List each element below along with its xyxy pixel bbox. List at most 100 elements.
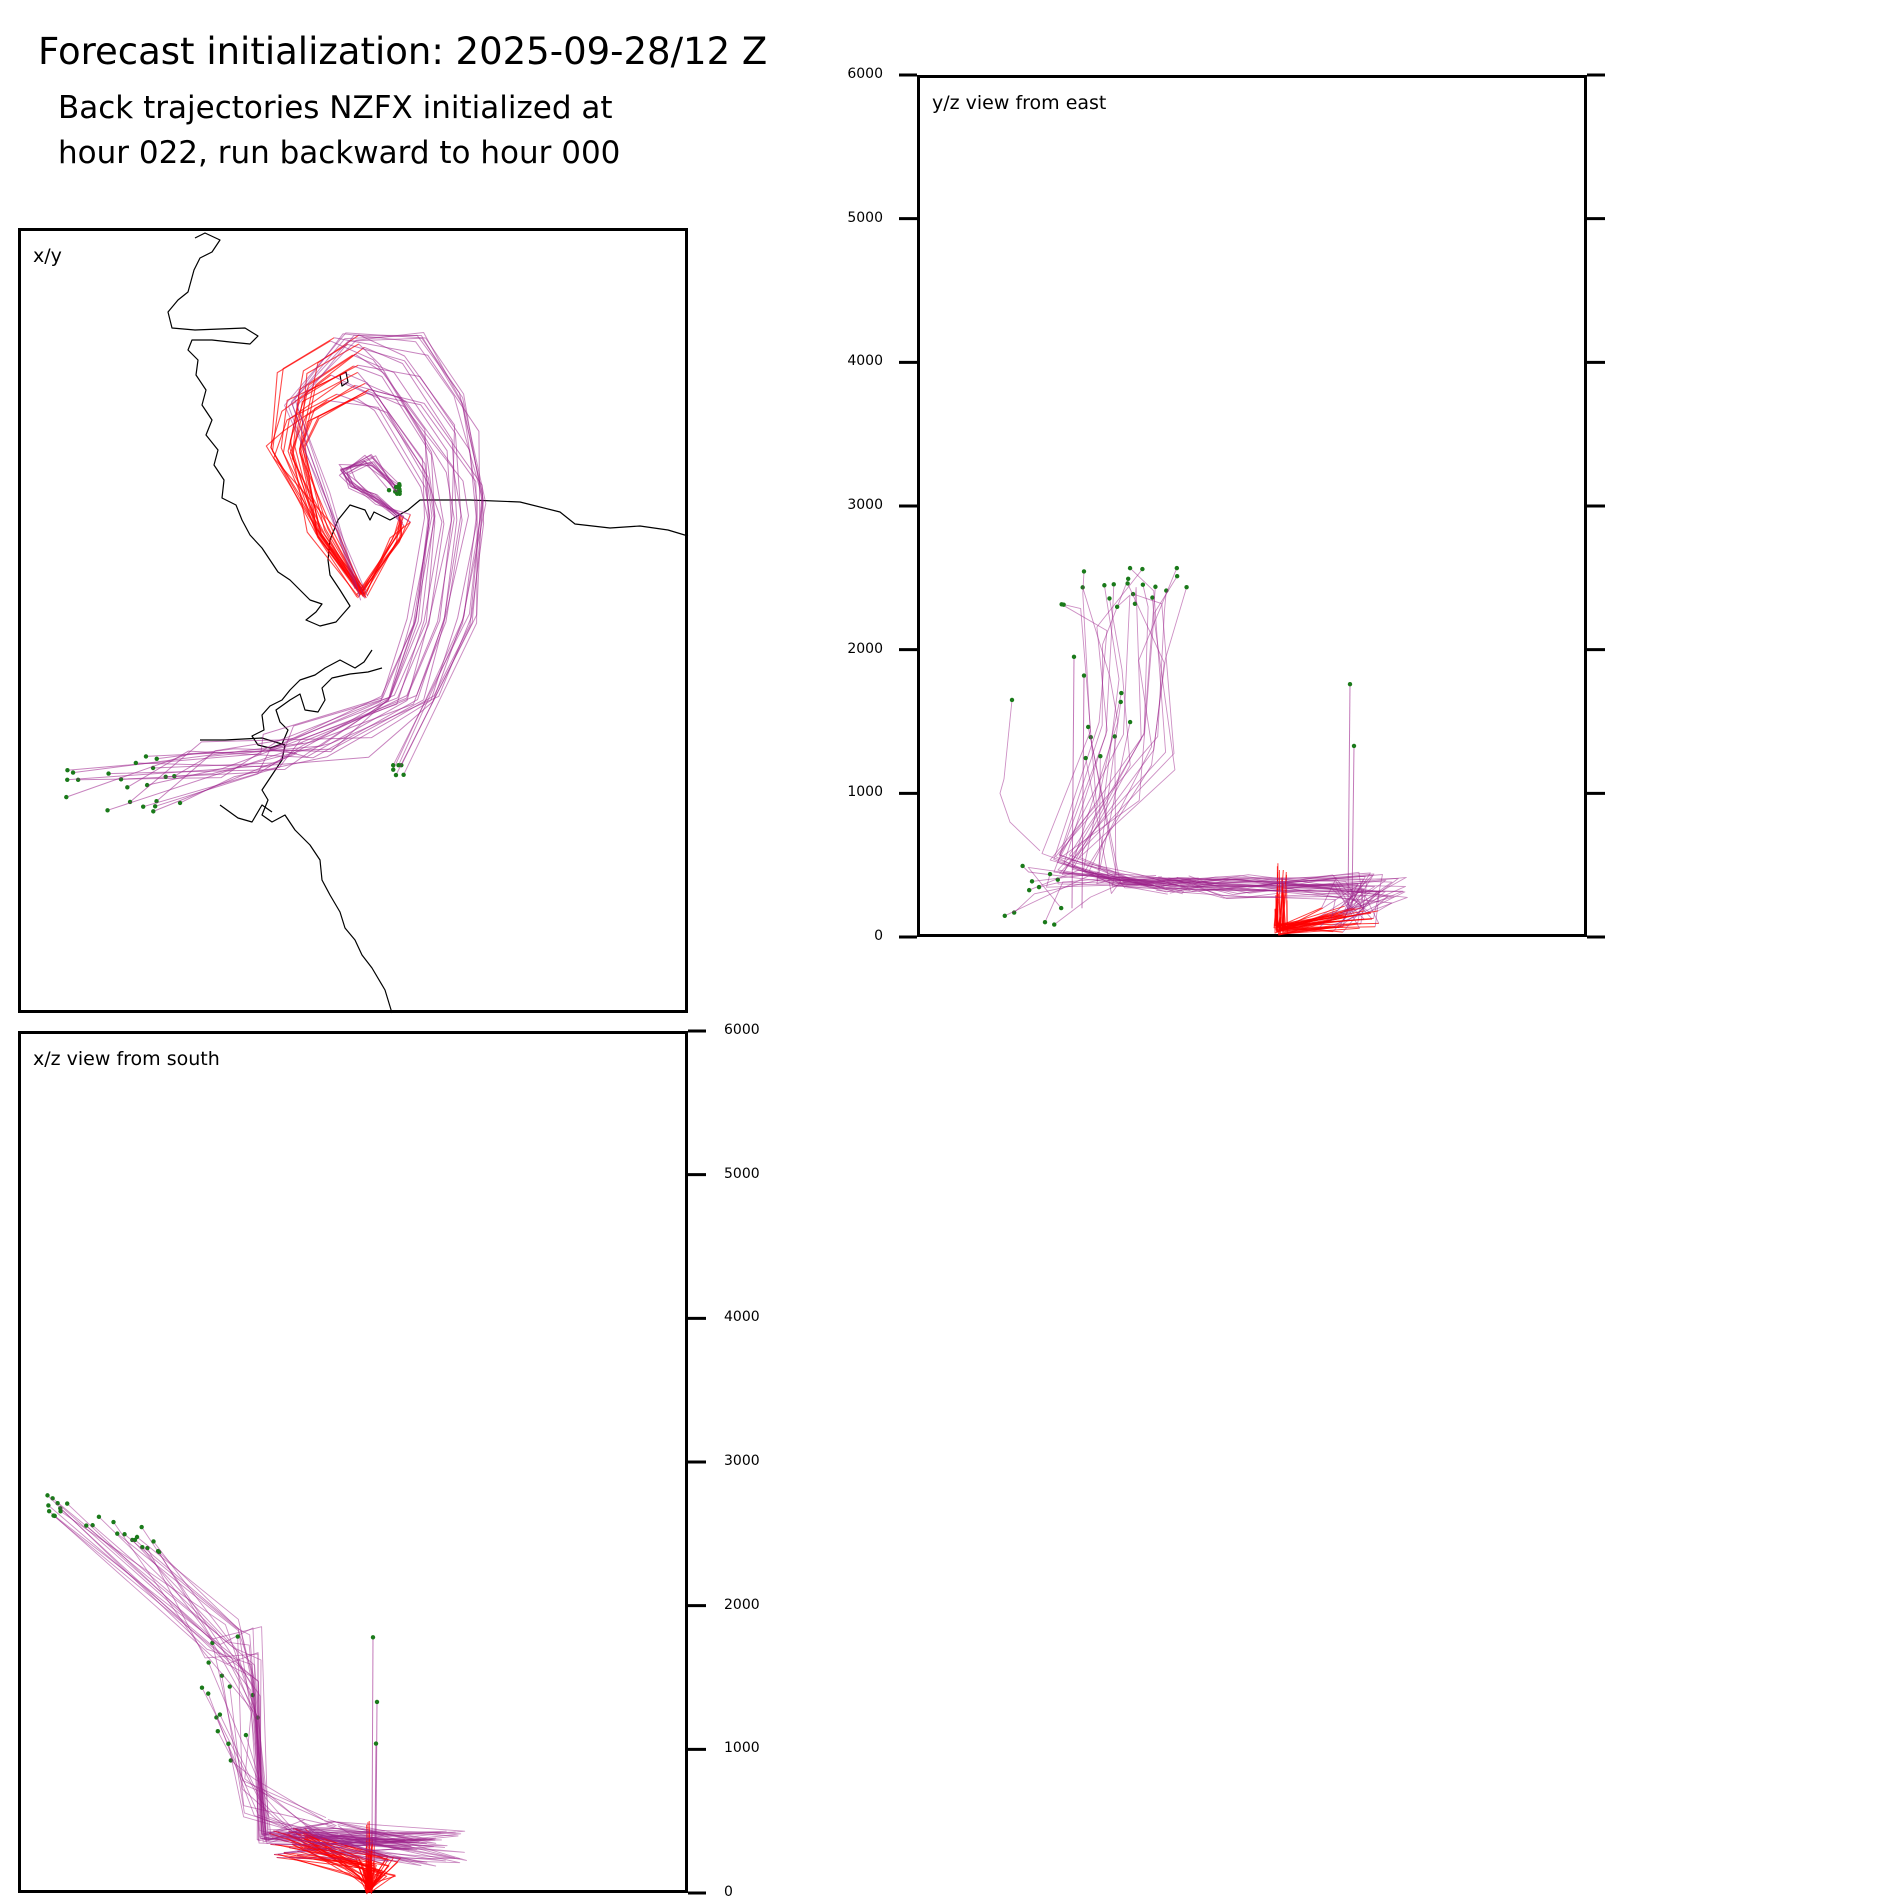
yz-trajectory-endpoint [1081,569,1087,574]
xy-loop-early [358,525,405,595]
xy-loop-endpoint [386,487,392,493]
coastline-south [200,737,393,1014]
xz-trajectory-endpoint [45,1493,50,1498]
xy-trajectory-endpoint [143,754,149,759]
xz-trajectory-tail [141,1526,308,1840]
yz-vertical-spike [1351,745,1355,909]
xz-trajectory-tail [136,1536,329,1838]
xy-trajectory-endpoint [75,777,81,783]
xy-loop-late [346,460,401,517]
xy-trajectory-early [282,381,367,596]
xz-trajectory-tail [98,1516,337,1836]
xy-loop-late [343,463,400,518]
xy-trajectory-endpoint [64,794,69,800]
xz-trajectory-endpoint [58,1509,63,1514]
yz-trajectory-tail [1022,865,1165,889]
xz-trajectory-tail [48,1505,306,1843]
xz-spike-endpoint [374,1699,380,1705]
xy-trajectory-endpoint [125,785,130,790]
xz-vertical-spike [375,1701,378,1843]
yz-trajectory-early [1279,883,1360,935]
xy-panel-label: x/y [33,245,62,267]
yz-trajectory-tail [1038,876,1187,891]
yz-trajectory-endpoint [1052,922,1057,927]
xy-trajectory-endpoint [105,808,110,813]
xz-ytick-label: 5000 [724,1165,760,1182]
yz-vertical-spike [1081,675,1085,909]
xz-trajectory-endpoint [199,1685,205,1690]
yz-trajectory-endpoint [1153,584,1158,589]
yz-trajectory-endpoint [1029,879,1035,884]
xy-trajectory-endpoint [133,760,139,766]
yz-trajectory-endpoint [1036,884,1042,890]
xz-vertical-spike [374,1743,377,1843]
yz-ytick-label: 0 [874,928,883,944]
xy-loop-late [341,455,405,526]
yz-vertical-spike [1347,684,1351,909]
xz-trajectory-tail [147,1547,307,1842]
xz-trajectory-early [299,1844,381,1891]
xz-trajectory-endpoint [151,1539,156,1544]
xy-outer-endpoint [393,772,399,778]
xy-trajectory-late [156,353,445,802]
trajectory-subtitle-line2: hour 022, run backward to hour 000 [58,135,621,171]
yz-trajectory-tail [1049,604,1192,883]
xz-panel-label: x/z view from south [33,1048,220,1070]
xy-trajectory-late [129,364,478,803]
xz-trajectory-endpoint [52,1513,57,1519]
xy-panel: x/y [18,228,688,1013]
xy-trajectory-endpoint [65,777,70,783]
xy-trajectory-early [287,365,358,598]
yz-trajectory-endpoint [1020,863,1025,869]
yz-ytick-label: 6000 [847,66,883,82]
yz-trajectory-endpoint [1047,871,1053,877]
yz-trajectory-endpoint [1140,566,1145,572]
xy-trajectory-late [78,365,436,781]
xy-outer-trajectory [294,337,487,770]
xy-trajectory-late [153,372,425,812]
xz-trajectory-endpoint [96,1514,102,1520]
xy-trajectory-endpoint [154,756,159,762]
xz-trajectory-endpoint [65,1501,70,1506]
xz-trajectory-early [291,1843,371,1888]
xz-trajectory-early [297,1854,373,1889]
yz-trajectory-endpoint [1058,905,1064,911]
xy-trajectory-late [73,382,463,774]
yz-trajectory-endpoint [1026,887,1032,893]
xz-vertical-spike [371,1637,374,1843]
xy-trajectory-endpoint [70,770,76,775]
xy-trajectory-late [156,381,435,760]
yz-trajectory-tail [1057,594,1174,885]
yz-trajectory-endpoint [1083,755,1088,761]
xy-trajectory-late [107,354,452,811]
xy-trajectory-early [291,371,367,599]
xz-ytick-label: 0 [724,1884,733,1900]
coastline-middle [251,649,383,749]
yz-trajectory-tail [1085,758,1199,894]
xz-spike-endpoint [370,1635,376,1640]
xz-trajectory-tail [92,1524,306,1842]
xz-trajectory-endpoint [46,1508,52,1514]
xz-trajectory-tail [54,1515,314,1846]
xy-trajectory-endpoint [106,771,111,776]
yz-trajectory-late [1188,888,1386,928]
yz-trajectory-endpoint [1140,582,1146,587]
yz-trajectory-tail [1079,597,1176,890]
yz-trajectory-early [1275,905,1344,928]
xz-trajectory-tail [217,1730,337,1827]
xz-trajectory-tail [208,1662,303,1841]
yz-trajectory-endpoint [1002,913,1007,919]
yz-trajectory-endpoint [1118,699,1123,705]
yz-trajectory-tail [1059,593,1175,880]
xy-loop-endpoint [394,484,399,490]
xz-trajectory-tail [153,1541,332,1848]
xy-outer-endpoint [391,767,396,772]
xy-trajectory-late [165,389,485,778]
yz-ytick-label: 4000 [847,353,883,370]
xy-outer-endpoint [396,763,401,768]
xz-trajectory-early [276,1854,370,1895]
xz-trajectory-late [303,1832,437,1867]
xy-trajectory-endpoint [65,768,70,773]
xz-trajectory-tail [117,1533,315,1836]
xy-trajectory-early [298,382,367,598]
